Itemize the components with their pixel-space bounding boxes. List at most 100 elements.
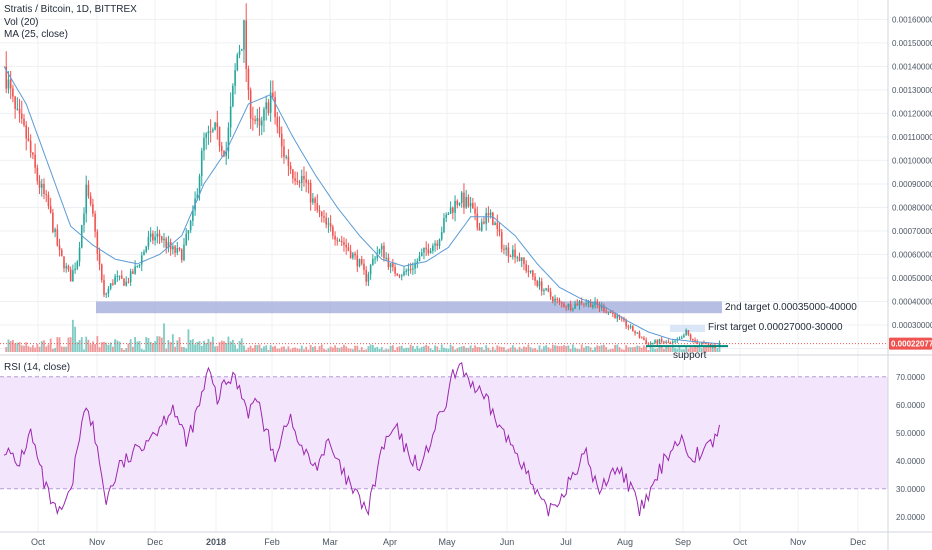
volume-bar: [407, 347, 410, 352]
candle-body: [369, 264, 372, 275]
rsi-tick-label: 20.0000: [896, 513, 925, 522]
volume-bar: [714, 345, 716, 352]
candle-body: [534, 276, 536, 281]
candle-body: [605, 311, 607, 313]
candle-body: [634, 331, 636, 334]
volume-bar: [425, 344, 428, 352]
candle-body: [229, 106, 232, 128]
candle-body: [238, 50, 241, 55]
candle-body: [40, 183, 43, 188]
candle-body: [98, 253, 101, 265]
volume-bar: [703, 346, 705, 352]
candle-body: [100, 264, 103, 280]
candle-body: [596, 301, 599, 306]
volume-bar: [300, 345, 303, 352]
rsi-tick-label: 70.0000: [896, 373, 925, 382]
candle-body: [249, 90, 252, 119]
candle-body: [165, 238, 168, 248]
candle-body: [469, 203, 472, 207]
candle-body: [527, 271, 530, 273]
volume-bar: [347, 348, 350, 352]
candle-body: [332, 226, 334, 236]
time-tick-label: Mar: [322, 537, 338, 547]
price-tick-label: 0.00080000: [892, 203, 932, 212]
volume-bar: [485, 345, 488, 352]
candle-body: [554, 298, 556, 302]
rsi-tick-label: 50.0000: [896, 429, 925, 438]
candle-body: [45, 194, 48, 196]
price-tick-label: 0.00150000: [892, 39, 932, 48]
volume-bar: [571, 344, 574, 352]
candle-body: [552, 296, 554, 302]
price-tick-label: 0.00030000: [892, 321, 932, 330]
candle-body: [216, 122, 219, 127]
volume-bar: [538, 345, 541, 352]
candle-body: [200, 150, 203, 177]
volume-bar: [303, 349, 305, 352]
candle-body: [114, 276, 116, 285]
volume-bar: [176, 340, 179, 352]
time-tick-label: Oct: [31, 537, 46, 547]
volume-bar: [549, 348, 552, 352]
volume-bar: [376, 346, 379, 352]
candle-body: [134, 266, 136, 274]
candle-body: [283, 146, 285, 157]
candle-body: [592, 304, 594, 308]
volume-bar: [458, 347, 461, 352]
candle-body: [580, 301, 583, 304]
candle-body: [83, 213, 85, 226]
volume-bar: [671, 346, 674, 352]
volume-bar: [69, 337, 72, 352]
volume-bar: [85, 336, 88, 352]
candle-body: [49, 206, 52, 213]
volume-bar: [718, 345, 721, 352]
candle-body: [278, 126, 281, 134]
volume-bar: [216, 346, 219, 352]
price-tick-label: 0.00050000: [892, 274, 932, 283]
candle-body: [560, 302, 563, 304]
candle-body: [147, 236, 150, 247]
volume-bar: [443, 347, 445, 352]
volume-bar: [245, 349, 248, 352]
volume-bar: [565, 346, 568, 352]
time-tick-label: Dec: [147, 537, 164, 547]
volume-bar: [309, 344, 312, 352]
candle-body: [452, 207, 454, 213]
candle-body: [136, 266, 139, 268]
price-tick-label: 0.00090000: [892, 180, 932, 189]
candle-body: [392, 263, 394, 268]
candle-body: [327, 223, 330, 225]
candle-body: [207, 131, 210, 134]
volume-bar: [105, 342, 108, 352]
candle-body: [578, 301, 581, 306]
candle-body: [587, 301, 590, 304]
candle-body: [152, 233, 154, 241]
candle-body: [565, 306, 567, 308]
volume-bar: [325, 349, 328, 352]
volume-bar: [654, 348, 656, 352]
volume-bar: [94, 344, 97, 352]
volume-bar: [469, 345, 472, 352]
candle-body: [356, 255, 359, 267]
candle-body: [272, 92, 274, 97]
volume-bar: [331, 347, 334, 352]
candle-body: [360, 259, 363, 264]
volume-bar: [114, 339, 116, 352]
candle-body: [465, 196, 467, 208]
candle-body: [445, 214, 447, 219]
volume-bar: [678, 346, 681, 352]
volume-bar: [7, 339, 10, 352]
candle-body: [543, 290, 545, 292]
volume-bar: [20, 345, 23, 352]
volume-bar: [569, 348, 572, 352]
candle-body: [632, 326, 634, 332]
candle-body: [269, 92, 272, 113]
time-tick-label: Aug: [617, 537, 633, 547]
volume-bar: [705, 345, 708, 352]
candle-body: [243, 20, 245, 50]
candle-body: [352, 253, 354, 258]
candle-body: [443, 218, 445, 233]
volume-bar: [449, 344, 452, 352]
rsi-line: [3, 361, 720, 517]
